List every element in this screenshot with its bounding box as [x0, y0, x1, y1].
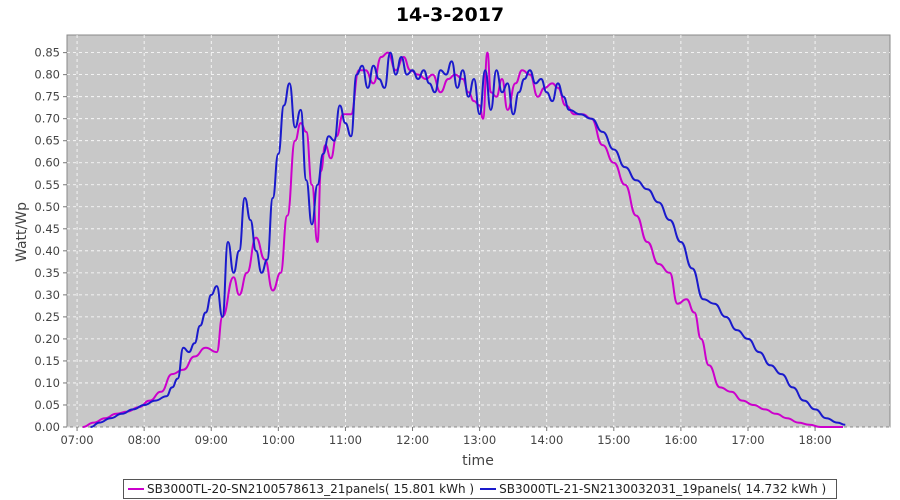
y-tick-label: 0.50 — [34, 200, 60, 214]
y-tick-label: 0.00 — [34, 420, 60, 434]
y-tick-label: 0.85 — [34, 46, 60, 60]
x-tick-label: 15:00 — [597, 433, 630, 447]
x-tick-label: 09:00 — [195, 433, 228, 447]
series-line-1 — [82, 51, 843, 428]
y-tick-label: 0.25 — [34, 310, 60, 324]
x-tick-label: 10:00 — [262, 433, 295, 447]
y-tick-label: 0.40 — [34, 244, 60, 258]
legend-item-series-2: SB3000TL-21-SN2130032031_19panels( 14.73… — [480, 482, 826, 496]
legend-swatch-series-2 — [480, 488, 497, 490]
chart: 14-3-2017 0.000.050.100.150.200.250.300.… — [14, 4, 891, 469]
x-axis-ticks: 07:00 08:00 09:00 10:00 11:00 12:00 13:00 14:00… — [60, 427, 832, 447]
y-tick-label: 0.70 — [34, 112, 60, 126]
y-tick-label: 0.55 — [34, 178, 60, 192]
plot-area — [66, 34, 891, 428]
x-axis-label: time — [462, 453, 494, 469]
y-tick-label: 0.10 — [34, 376, 60, 390]
y-tick-label: 0.35 — [34, 266, 60, 280]
x-tick-label: 13:00 — [463, 433, 496, 447]
series-group — [82, 51, 846, 428]
legend-label-series-2: SB3000TL-21-SN2130032031_19panels( 14.73… — [499, 482, 827, 496]
y-tick-label: 0.45 — [34, 222, 60, 236]
x-tick-label: 07:00 — [60, 433, 93, 447]
y-tick-label: 0.75 — [34, 90, 60, 104]
x-tick-label: 11:00 — [329, 433, 362, 447]
y-tick-label: 0.65 — [34, 134, 60, 148]
x-tick-label: 14:00 — [530, 433, 563, 447]
x-tick-label: 18:00 — [799, 433, 832, 447]
chart-title: 14-3-2017 — [396, 4, 504, 26]
y-tick-label: 0.20 — [34, 332, 60, 346]
legend-swatch-series-1 — [128, 488, 144, 490]
legend-label-series-1: SB3000TL-20-SN2100578613_21panels( 15.80… — [147, 482, 475, 496]
x-tick-label: 12:00 — [396, 433, 429, 447]
y-axis-label: Watt/Wp — [14, 202, 30, 262]
series-line-2 — [90, 51, 846, 428]
y-axis-ticks: 0.00 0.05 0.10 0.15 0.20 0.25 0.30 0.35 0.40 0.45… — [34, 46, 67, 434]
y-tick-label: 0.60 — [34, 156, 60, 170]
y-tick-label: 0.05 — [34, 398, 60, 412]
x-tick-label: 16:00 — [664, 433, 697, 447]
y-tick-label: 0.30 — [34, 288, 60, 302]
legend-item-series-1: SB3000TL-20-SN2100578613_21panels( 15.80… — [128, 482, 474, 496]
legend: SB3000TL-20-SN2100578613_21panels( 15.80… — [123, 479, 838, 499]
y-tick-label: 0.15 — [34, 354, 60, 368]
y-tick-label: 0.80 — [34, 68, 60, 82]
grid-lines — [67, 35, 890, 428]
x-tick-label: 17:00 — [731, 433, 764, 447]
x-tick-label: 08:00 — [128, 433, 161, 447]
